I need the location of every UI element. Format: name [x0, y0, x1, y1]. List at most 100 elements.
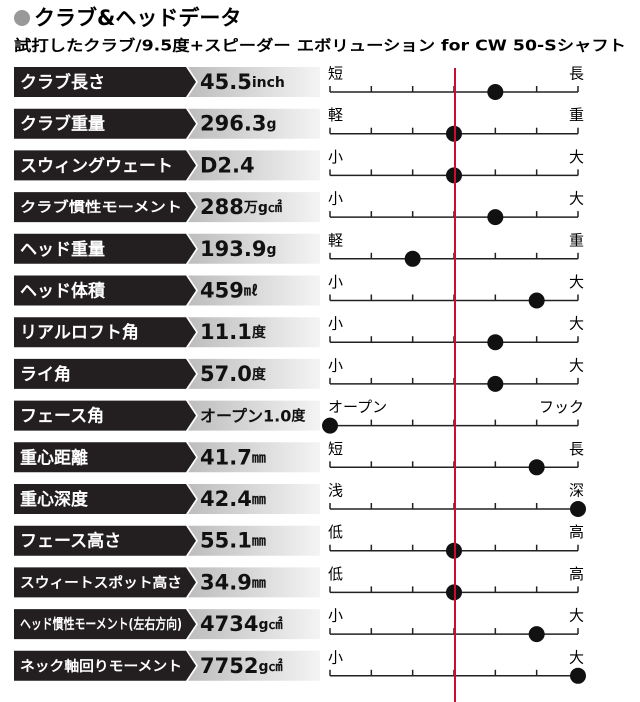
scale-left: 低	[328, 565, 343, 583]
value-number: D2.4	[200, 153, 255, 177]
value-unit: ㎜	[252, 575, 266, 591]
value-number: 11.1	[200, 320, 252, 344]
value-box	[188, 233, 320, 264]
scale-left: 小	[328, 356, 343, 374]
scale-left: 小	[328, 190, 343, 208]
value-number: 7752	[200, 654, 258, 678]
scale-dot	[570, 501, 586, 517]
label-box	[14, 233, 196, 264]
scale-dot	[528, 292, 545, 309]
scale-left: 短	[328, 65, 343, 83]
scale-right: 長	[569, 65, 584, 83]
row-label: 重心距離	[20, 447, 88, 468]
value-number: 57.0	[200, 362, 252, 386]
label-box	[14, 108, 196, 139]
scale-dot	[322, 417, 338, 434]
scale-left: 低	[328, 523, 343, 541]
scale-right: 大	[569, 648, 584, 666]
scale-left: 短	[328, 440, 343, 458]
row-value: 4734g㎠	[200, 612, 282, 636]
value-box	[188, 525, 320, 556]
row-value: 7752g㎠	[200, 654, 282, 678]
label-box	[14, 275, 196, 306]
row-value: 45.5inch	[200, 70, 285, 94]
scale-right: 高	[569, 523, 584, 541]
value-unit: 度	[291, 408, 306, 425]
value-unit: g	[266, 117, 276, 133]
row-value: 42.4㎜	[200, 487, 266, 511]
scale-left: 浅	[328, 482, 343, 500]
row-value: オープン1.0度	[200, 406, 306, 425]
row-value: 459㎖	[200, 279, 258, 303]
label-box	[14, 567, 196, 598]
scale-left: 小	[328, 148, 343, 166]
row-label: クラブ長さ	[20, 72, 105, 93]
label-box	[14, 150, 196, 181]
row-value: 193.9g	[200, 237, 276, 261]
row-label: スウィングウェート	[20, 155, 173, 176]
label-box	[14, 358, 196, 389]
scale-right: 大	[569, 315, 584, 333]
row-label: 重心深度	[20, 489, 89, 510]
row-value: 55.1㎜	[200, 529, 266, 553]
scale-right: 大	[569, 607, 584, 625]
value-box	[188, 484, 320, 514]
row-value: 296.3g	[200, 112, 276, 136]
scale-left: 小	[328, 607, 343, 625]
scale-dot	[487, 375, 504, 392]
scale-dot	[528, 626, 545, 643]
label-box	[14, 317, 196, 348]
scale-dot	[528, 459, 545, 476]
value-box	[188, 358, 320, 389]
scale-right: 大	[569, 356, 584, 374]
scale-left: 小	[328, 315, 343, 333]
scale-right: 大	[569, 273, 584, 291]
value-unit: ㎖	[244, 284, 258, 300]
row-label: ヘッド体積	[20, 281, 106, 302]
row-value: 57.0度	[200, 362, 267, 386]
value-box	[188, 650, 320, 681]
scale-left: 軽	[328, 106, 343, 124]
scale-left: オープン	[328, 398, 387, 416]
value-box	[188, 609, 320, 640]
value-unit: g㎠	[258, 616, 282, 633]
label-box	[14, 484, 196, 514]
label-box	[14, 650, 196, 681]
scale-right: 深	[569, 482, 584, 500]
scale-right: 大	[569, 148, 584, 166]
value-number: 55.1	[200, 529, 252, 553]
scale-left: 小	[328, 648, 343, 666]
value-number: 42.4	[200, 487, 252, 511]
value-unit: ㎜	[252, 492, 266, 508]
label-box	[14, 67, 196, 97]
row-label: ネック軸回りモーメント	[20, 658, 182, 675]
row-value: 34.9㎜	[200, 570, 266, 594]
row-label: ライ角	[20, 364, 71, 385]
scale-right: 重	[569, 231, 584, 249]
value-unit: ㎜	[252, 534, 266, 550]
row-value: 288万g㎠	[200, 195, 282, 219]
value-box	[188, 67, 320, 97]
value-number: 45.5	[200, 70, 252, 94]
value-box	[188, 442, 320, 473]
row-label: スウィートスポット高さ	[20, 574, 182, 591]
title: クラブ&ヘッドデータ	[34, 6, 241, 30]
row-label: フェース高さ	[20, 531, 121, 552]
label-box	[14, 400, 196, 431]
value-box	[188, 108, 320, 139]
value-number: オープン1.0	[200, 406, 291, 425]
scale-left: 小	[328, 273, 343, 291]
row-value: D2.4	[200, 153, 255, 177]
scale-right: 長	[569, 440, 584, 458]
scale-right: 高	[569, 565, 584, 583]
row-label: ヘッド重量	[20, 239, 105, 260]
scale-left: 軽	[328, 231, 343, 249]
label-box	[14, 442, 196, 473]
row-value: 11.1度	[200, 320, 267, 344]
scale-dot	[570, 667, 586, 684]
value-number: 288	[200, 195, 244, 219]
row-label: ヘッド慣性モーメント(左右方向)	[20, 616, 182, 633]
scale-right: 大	[569, 190, 584, 208]
value-number: 296.3	[200, 112, 266, 136]
scale-right: 重	[569, 106, 584, 124]
